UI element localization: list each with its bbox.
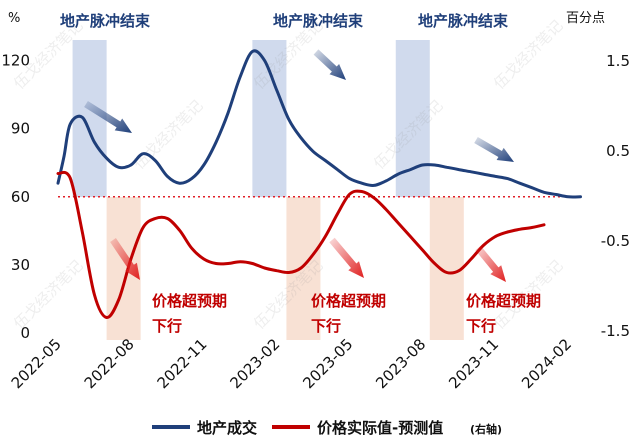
x-tick-2023-11: 2023-11 [445, 335, 502, 392]
arrow-blue-3 [474, 137, 514, 162]
annotation-price-below-3-line2: 下行 [466, 317, 496, 335]
right-tick-0.5: 0.5 [606, 142, 630, 160]
left-tick-30: 30 [11, 256, 30, 274]
right-tick--0.5: -0.5 [601, 232, 630, 250]
shaded-band-3 [252, 40, 287, 197]
left-tick-90: 90 [11, 120, 30, 138]
arrow-red-3 [475, 245, 506, 282]
right-axis-ticks: -1.5 -0.5 0.5 1.5 [601, 52, 630, 340]
arrow-blue-1 [84, 101, 132, 133]
shaded-band-4 [286, 197, 321, 340]
x-axis-ticks: 2022-05 2022-08 2022-11 2023-02 2023-05 2023-… [8, 335, 575, 392]
arrow-red-1 [110, 238, 140, 280]
series-line-price-gap [56, 170, 546, 319]
watermark-3: 伍戈经济笔记 [130, 96, 206, 172]
left-axis-ticks: 0 30 60 90 120 [1, 52, 30, 342]
x-tick-2023-02: 2023-02 [226, 335, 283, 392]
annotation-property-pulse-end-3: 地产脉冲结束 [418, 12, 509, 30]
arrow-blue-2 [313, 49, 346, 80]
annotation-price-below-2: 价格超预期 [311, 292, 386, 310]
x-tick-2022-08: 2022-08 [81, 335, 138, 392]
shaded-bands [72, 40, 464, 340]
x-tick-2022-05: 2022-05 [8, 335, 65, 392]
arrows [84, 49, 514, 282]
series-line-property-transactions [56, 49, 582, 199]
legend-label-price-suffix: (右轴) [470, 422, 502, 436]
annotation-property-pulse-end-1: 地产脉冲结束 [60, 12, 151, 30]
x-tick-2022-11: 2022-11 [154, 335, 211, 392]
legend: 地产成交 价格实际值-预测值 (右轴) [152, 419, 502, 437]
arrow-red-2 [329, 237, 364, 278]
shaded-band-1 [72, 40, 107, 197]
shaded-band-6 [429, 197, 464, 340]
left-axis-unit: % [8, 11, 20, 26]
annotation-price-below-1: 价格超预期 [152, 292, 227, 310]
series-lines [56, 49, 582, 319]
shaded-band-5 [395, 40, 430, 197]
annotation-price-below-1-line2: 下行 [152, 317, 182, 335]
right-tick-1.5: 1.5 [606, 52, 630, 70]
legend-label-price: 价格实际值-预测值 [317, 419, 443, 437]
right-tick--1.5: -1.5 [601, 322, 630, 340]
left-tick-0: 0 [20, 324, 30, 342]
x-tick-2023-05: 2023-05 [299, 335, 356, 392]
x-tick-2024-02: 2024-02 [518, 335, 575, 392]
legend-label-property: 地产成交 [197, 419, 257, 437]
annotation-price-below-3: 价格超预期 [466, 292, 541, 310]
annotation-property-pulse-end-2: 地产脉冲结束 [273, 12, 364, 30]
left-tick-120: 120 [1, 52, 30, 70]
x-tick-2023-08: 2023-08 [372, 335, 429, 392]
left-tick-60: 60 [11, 188, 30, 206]
annotation-price-below-2-line2: 下行 [311, 317, 341, 335]
right-axis-unit: 百分点 [566, 11, 605, 26]
